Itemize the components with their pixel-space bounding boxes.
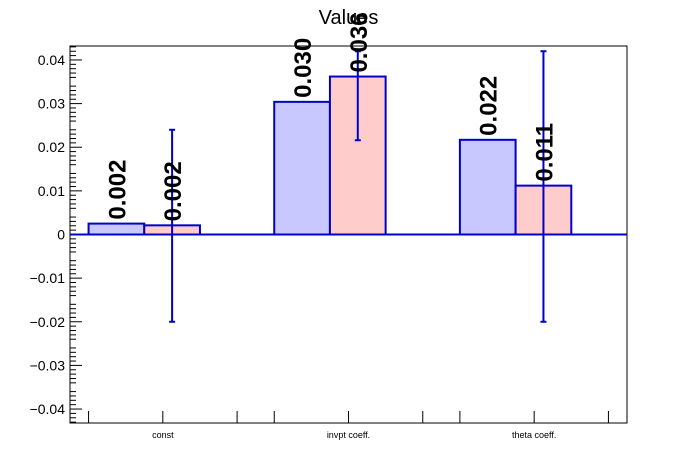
value-labels: 0.002 0.030 0.022 0.002 0.036 0.011 — [104, 12, 558, 221]
bar — [273, 100, 331, 236]
bar — [87, 222, 146, 236]
y-tick-label: 0 — [57, 227, 65, 243]
value-label: 0.002 — [104, 160, 131, 220]
bar — [458, 138, 517, 236]
y-tick-label: 0.02 — [38, 139, 65, 155]
error-bars — [169, 50, 547, 323]
y-tick-label: 0.04 — [38, 52, 65, 68]
value-label: 0.030 — [290, 38, 317, 98]
y-tick-label: −0.03 — [30, 357, 66, 373]
y-tick-label: −0.01 — [30, 270, 66, 286]
y-tick-label: 0.03 — [38, 96, 65, 112]
category-label: const — [152, 430, 174, 440]
y-tick-label: −0.04 — [30, 401, 66, 417]
category-label: theta coeff. — [512, 430, 556, 440]
value-label: 0.002 — [160, 161, 187, 221]
value-label: 0.011 — [531, 123, 558, 182]
category-label: invpt coeff. — [327, 430, 370, 440]
value-label: 0.022 — [476, 76, 503, 136]
y-tick-label: −0.02 — [30, 314, 66, 330]
y-tick-label: 0.01 — [38, 183, 65, 199]
value-label: 0.036 — [346, 12, 373, 72]
chart-title: Values — [319, 7, 379, 29]
x-axis: const invpt coeff. theta coeff. — [88, 411, 609, 440]
